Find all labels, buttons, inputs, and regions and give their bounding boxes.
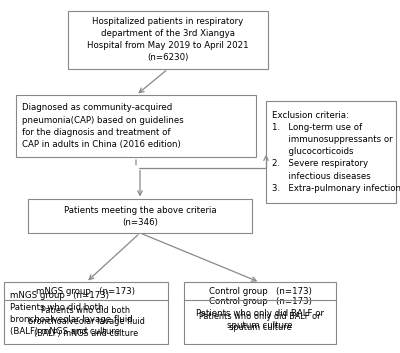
- Text: Patients meeting the above criteria
(n=346): Patients meeting the above criteria (n=3…: [64, 206, 216, 227]
- FancyBboxPatch shape: [68, 11, 268, 69]
- Text: Exclusion criteria:
1.   Long-term use of
      immunosuppressants or
      gluc: Exclusion criteria: 1. Long-term use of …: [272, 111, 400, 193]
- Text: Patients who only did BALF or
sputum culture: Patients who only did BALF or sputum cul…: [199, 312, 321, 332]
- Text: Hospitalized patients in respiratory
department of the 3rd Xiangya
Hospital from: Hospitalized patients in respiratory dep…: [87, 17, 249, 62]
- FancyBboxPatch shape: [184, 282, 336, 344]
- Text: mNGS group   (n=173)
Patients who did both
bronchoalveolar lavage fluid
(BALF) m: mNGS group (n=173) Patients who did both…: [10, 291, 133, 336]
- FancyBboxPatch shape: [28, 199, 252, 233]
- FancyBboxPatch shape: [266, 101, 396, 203]
- Text: Control group   (n=173): Control group (n=173): [208, 287, 312, 295]
- Text: Patients who did both
bronchoalveolar lavage fluid
(BALF) mNGS and culture: Patients who did both bronchoalveolar la…: [28, 306, 144, 338]
- Text: Control group   (n=173)
Patients who only did BALF or
sputum culture: Control group (n=173) Patients who only …: [196, 297, 324, 330]
- FancyBboxPatch shape: [4, 282, 168, 344]
- Text: Diagnosed as community-acquired
pneumonia(CAP) based on guidelines
for the diagn: Diagnosed as community-acquired pneumoni…: [22, 103, 184, 149]
- FancyBboxPatch shape: [16, 95, 256, 157]
- Text: mNGS group   (n=173): mNGS group (n=173): [36, 287, 136, 295]
